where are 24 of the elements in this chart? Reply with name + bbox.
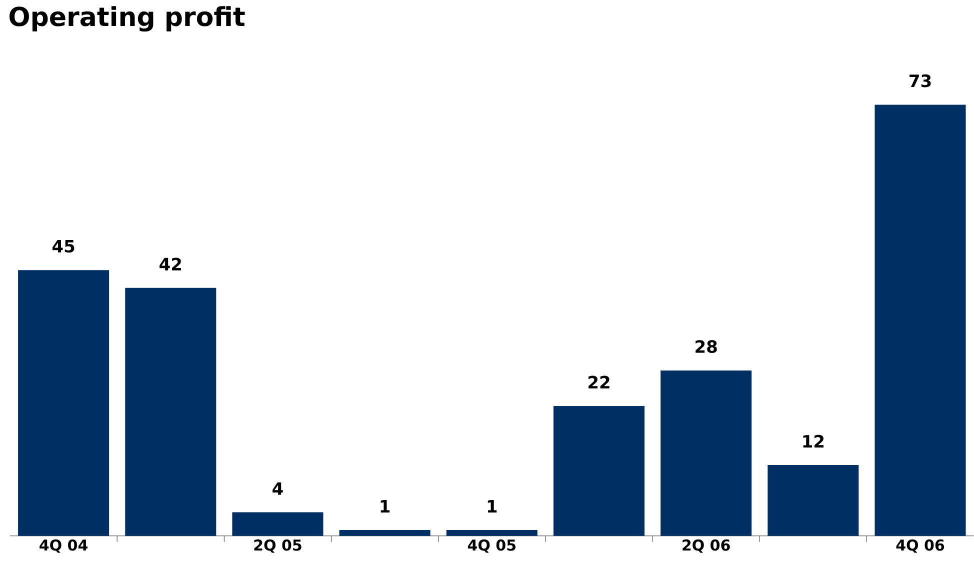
x-tick-label: 2Q 06: [682, 539, 730, 553]
x-tick-label: 4Q 04: [40, 539, 88, 553]
bar: [660, 370, 752, 536]
bar: [874, 104, 966, 536]
data-label: 4: [272, 482, 283, 495]
bar: [339, 530, 430, 536]
x-tick-label: 2Q 05: [254, 539, 302, 553]
chart-title: Operating profit: [10, 6, 245, 32]
x-tick-label: 4Q 05: [468, 539, 516, 553]
bar: [768, 465, 859, 536]
data-label: 73: [910, 74, 931, 88]
data-label: 45: [52, 240, 74, 253]
bar: [232, 512, 324, 536]
data-label: 12: [803, 434, 824, 448]
bar: [125, 288, 216, 536]
data-label: 42: [160, 258, 181, 270]
bar: [446, 530, 538, 536]
x-tick-label: 4Q 06: [896, 539, 944, 553]
data-label: 1: [488, 500, 497, 513]
bar: [18, 270, 110, 536]
data-label: 22: [588, 376, 610, 388]
bar: [553, 406, 645, 536]
data-label: 28: [696, 340, 717, 354]
data-label: 1: [380, 500, 390, 513]
